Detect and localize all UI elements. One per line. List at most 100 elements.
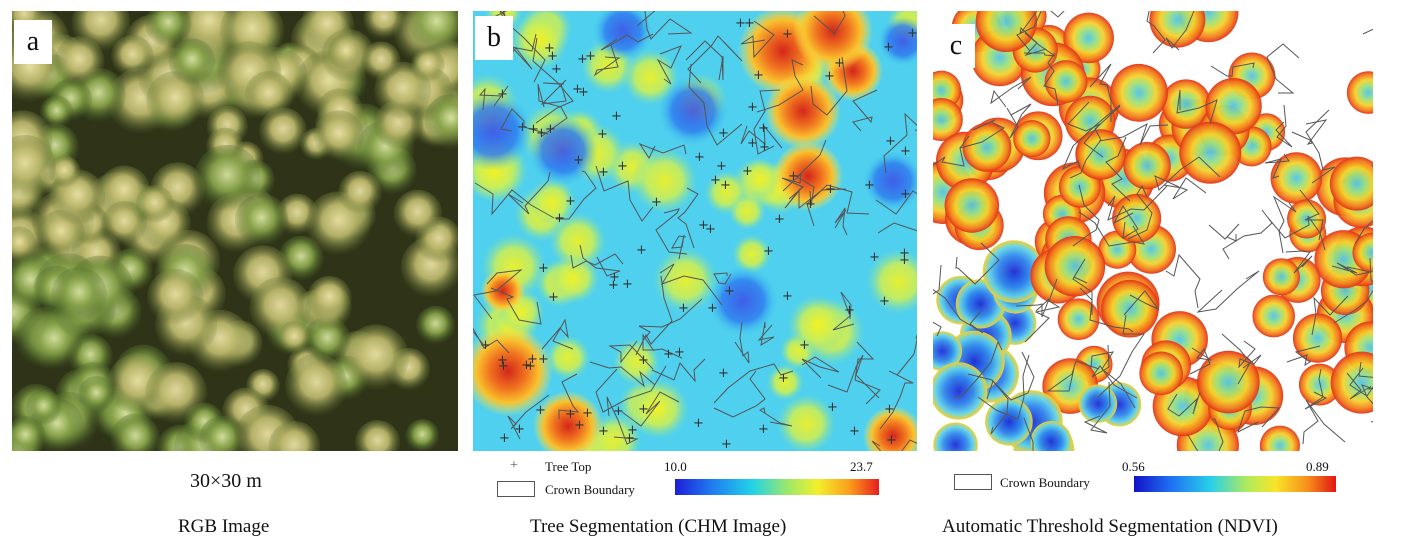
- svg-text:+: +: [678, 301, 689, 316]
- legend-crown-boundary-c: Crown Boundary: [1000, 475, 1090, 490]
- svg-text:+: +: [527, 352, 538, 367]
- svg-text:+: +: [597, 127, 608, 142]
- caption-ndvi: Automatic Threshold Segmentation (NDVI): [942, 516, 1278, 537]
- svg-text:+: +: [622, 277, 633, 292]
- caption-rgb: RGB Image: [178, 516, 270, 537]
- svg-text:+: +: [844, 303, 855, 318]
- colorbar-ndvi: [1134, 476, 1336, 492]
- svg-text:+: +: [499, 431, 510, 446]
- svg-text:+: +: [907, 26, 917, 41]
- svg-text:+: +: [720, 178, 731, 193]
- svg-text:+: +: [774, 212, 785, 227]
- svg-text:+: +: [636, 243, 647, 258]
- svg-text:+: +: [710, 173, 721, 188]
- svg-text:+: +: [577, 52, 588, 67]
- svg-text:+: +: [879, 294, 890, 309]
- svg-text:+: +: [744, 16, 755, 31]
- svg-text:+: +: [718, 126, 729, 141]
- svg-text:+: +: [535, 403, 546, 418]
- svg-text:+: +: [758, 121, 769, 136]
- svg-text:+: +: [763, 244, 774, 259]
- svg-text:+: +: [827, 400, 838, 415]
- svg-text:+: +: [651, 195, 662, 210]
- svg-text:+: +: [799, 338, 810, 353]
- svg-text:+: +: [638, 402, 649, 417]
- panel-letter-b: b: [475, 16, 513, 60]
- svg-text:+: +: [834, 56, 845, 71]
- svg-text:+: +: [742, 164, 753, 179]
- svg-text:+: +: [536, 126, 547, 141]
- svg-text:+: +: [718, 366, 729, 381]
- panel-letter-c: c: [937, 24, 975, 68]
- svg-text:+: +: [705, 222, 716, 237]
- svg-text:+: +: [514, 422, 525, 437]
- svg-text:+: +: [544, 41, 555, 56]
- colorbar-max-chm: 23.7: [850, 459, 873, 474]
- svg-text:+: +: [721, 437, 732, 451]
- scale-label: 30×30 m: [190, 470, 262, 492]
- chm-image: + + + + + + + + + + + + + + + + + + + + + + + + + + + + + + + + + + + + + + + +…: [473, 11, 917, 451]
- svg-text:+: +: [869, 250, 880, 265]
- legend-crown-boundary-b: Crown Boundary: [545, 482, 635, 497]
- svg-text:+: +: [724, 284, 735, 299]
- svg-text:+: +: [528, 122, 539, 137]
- svg-text:+: +: [611, 109, 622, 124]
- svg-text:+: +: [824, 69, 835, 84]
- crown-boundary-icon: [954, 474, 992, 490]
- svg-text:+: +: [574, 418, 585, 433]
- svg-text:+: +: [735, 16, 746, 31]
- svg-text:+: +: [674, 345, 685, 360]
- svg-text:+: +: [694, 150, 705, 165]
- colorbar-max-ndvi: 0.89: [1306, 459, 1329, 474]
- svg-text:+: +: [885, 134, 896, 149]
- svg-text:+: +: [538, 261, 549, 276]
- svg-text:+: +: [778, 371, 789, 386]
- svg-text:+: +: [864, 178, 875, 193]
- svg-text:+: +: [716, 159, 727, 174]
- svg-text:+: +: [572, 82, 583, 97]
- svg-text:+: +: [788, 169, 799, 184]
- svg-text:+: +: [521, 358, 532, 373]
- svg-text:+: +: [900, 187, 911, 202]
- svg-text:+: +: [525, 359, 536, 374]
- svg-text:+: +: [578, 85, 589, 100]
- svg-text:+: +: [900, 144, 911, 159]
- svg-text:+: +: [884, 402, 895, 417]
- svg-text:+: +: [782, 27, 793, 42]
- svg-text:+: +: [899, 246, 910, 261]
- svg-text:+: +: [613, 404, 624, 419]
- svg-text:+: +: [899, 253, 910, 268]
- svg-text:+: +: [497, 87, 508, 102]
- svg-text:+: +: [547, 49, 558, 64]
- svg-text:+: +: [554, 211, 565, 226]
- svg-text:+: +: [545, 122, 556, 137]
- svg-text:+: +: [638, 353, 649, 368]
- svg-text:+: +: [609, 270, 620, 285]
- svg-text:+: +: [825, 182, 836, 197]
- svg-text:+: +: [573, 153, 584, 168]
- svg-text:+: +: [707, 301, 718, 316]
- colorbar-chm: [675, 479, 879, 495]
- svg-text:+: +: [747, 100, 758, 115]
- svg-text:+: +: [551, 62, 562, 77]
- colorbar-min-chm: 10.0: [664, 459, 687, 474]
- caption-chm: Tree Segmentation (CHM Image): [530, 516, 787, 537]
- tree-top-marker-icon: +: [510, 458, 518, 473]
- svg-text:+: +: [517, 120, 528, 135]
- svg-text:+: +: [886, 433, 897, 448]
- svg-text:+: +: [758, 422, 769, 437]
- svg-text:+: +: [805, 197, 816, 212]
- crown-boundary-icon: [497, 481, 535, 497]
- svg-text:+: +: [759, 140, 770, 155]
- svg-text:+: +: [582, 406, 593, 421]
- colorbar-min-ndvi: 0.56: [1122, 459, 1145, 474]
- svg-text:+: +: [693, 416, 704, 431]
- svg-text:+: +: [498, 359, 509, 374]
- svg-text:+: +: [538, 352, 549, 367]
- svg-text:+: +: [624, 431, 635, 446]
- svg-text:+: +: [663, 347, 674, 362]
- ndvi-image: [933, 11, 1373, 451]
- rgb-image: [12, 11, 458, 451]
- svg-text:+: +: [617, 159, 628, 174]
- svg-text:+: +: [548, 290, 559, 305]
